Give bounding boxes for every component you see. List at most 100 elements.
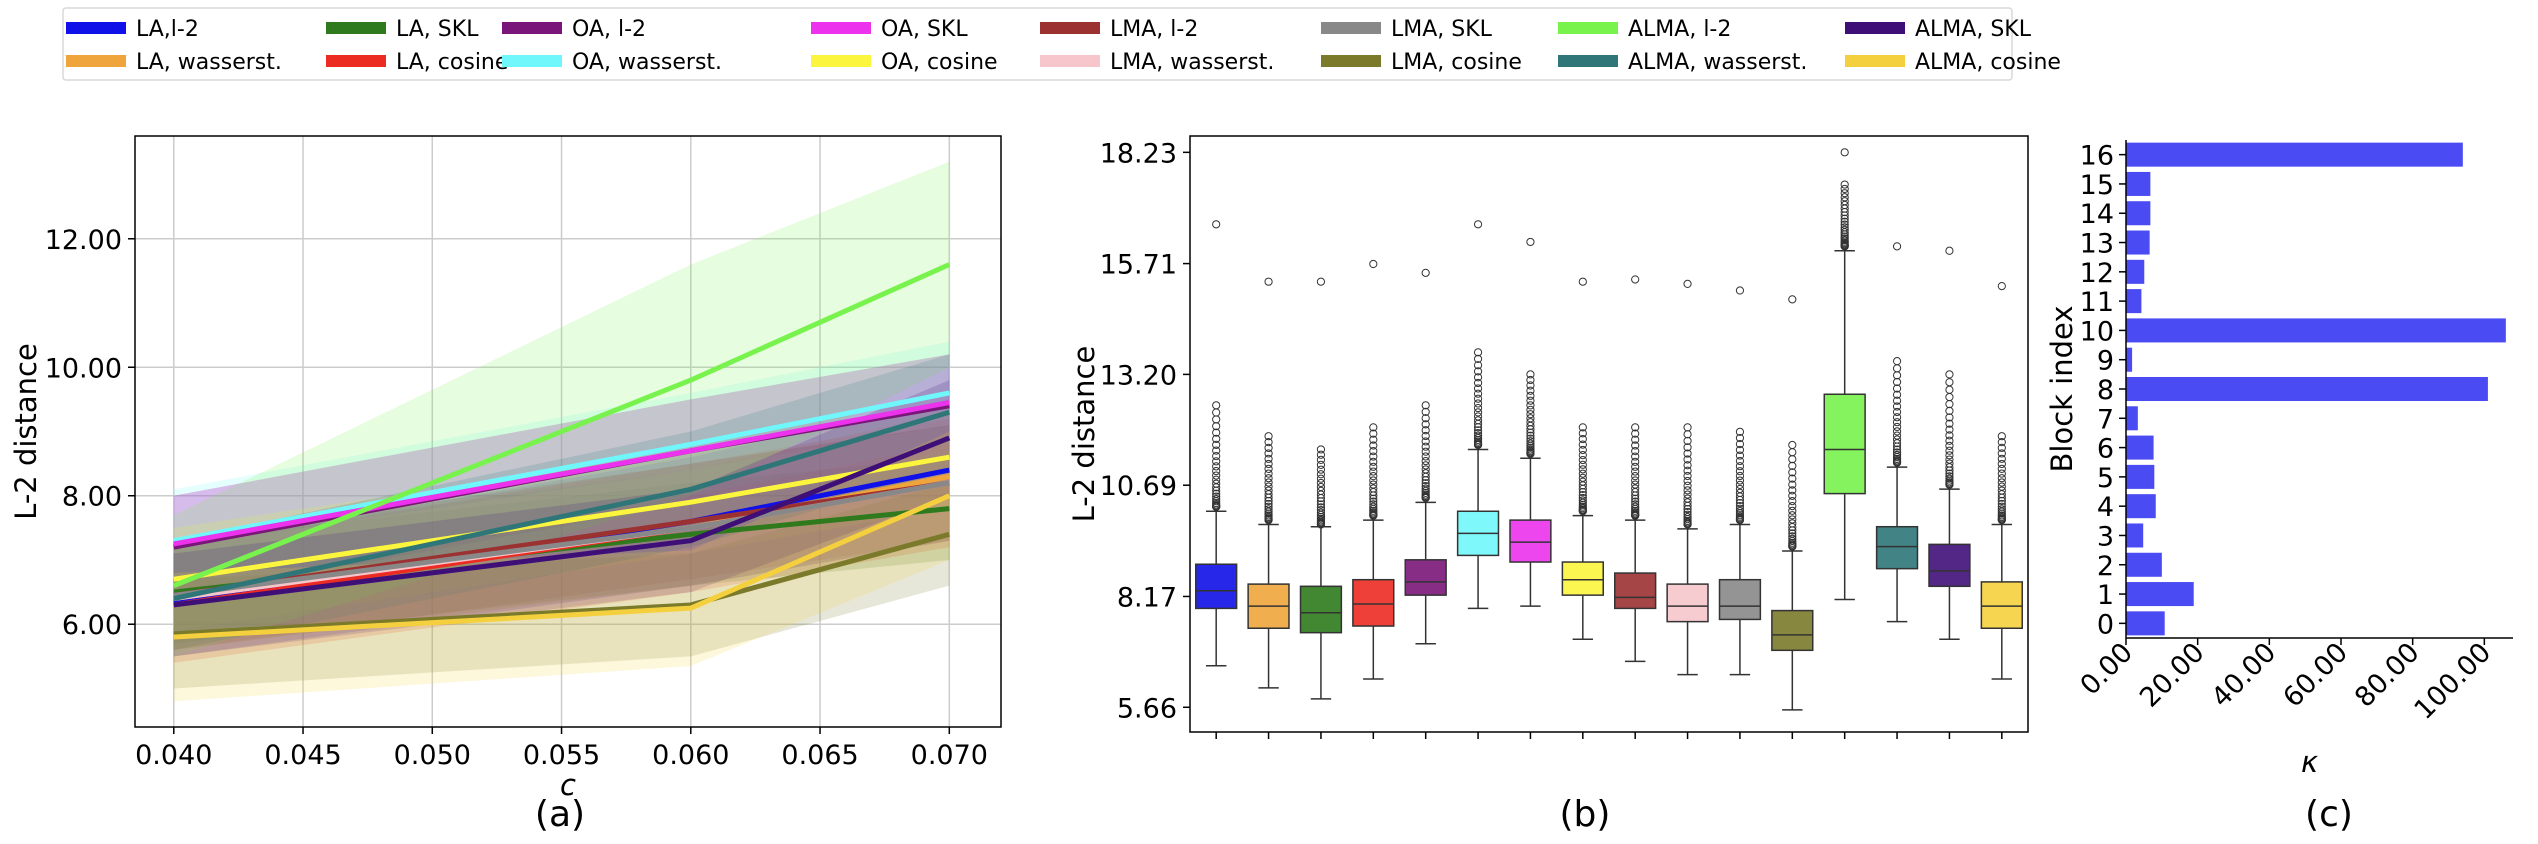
bar: [2126, 318, 2506, 343]
outlier-point: [1264, 277, 1273, 286]
outlier-point: [1316, 482, 1326, 492]
legend-label: LA, cosine: [396, 50, 508, 75]
x-tick-label: 20.00: [2134, 637, 2211, 714]
outlier-point: [1578, 277, 1587, 286]
plot-frame: [134, 135, 1002, 728]
outlier-point: [1631, 275, 1640, 284]
outlier-point: [1421, 465, 1430, 474]
outlier-point: [1631, 472, 1640, 481]
outlier-point: [1892, 364, 1902, 373]
outlier-point: [1212, 428, 1221, 437]
box: [1509, 519, 1552, 563]
box: [1875, 525, 1919, 570]
outlier-point: [1264, 443, 1273, 452]
outlier-point: [1473, 384, 1483, 393]
y-tick-label: 12.00: [45, 225, 122, 256]
outlier-point: [1421, 407, 1430, 416]
outlier-point: [1735, 451, 1745, 460]
outlier-point: [1212, 475, 1221, 484]
outlier-point: [1631, 494, 1640, 503]
outlier-point: [1735, 427, 1745, 436]
outlier-point: [1212, 462, 1221, 471]
series-line: [173, 531, 950, 637]
bar: [2126, 464, 2155, 489]
outlier-point: [1369, 484, 1378, 493]
outlier-point: [1264, 505, 1273, 514]
bar: [2126, 611, 2165, 636]
outlier-point: [1316, 450, 1326, 459]
legend-label: LMA, cosine: [1391, 50, 1522, 75]
outlier-point: [1735, 501, 1745, 511]
y-tick-label: 11: [2080, 287, 2114, 318]
outlier-point: [1945, 413, 1954, 422]
outlier-point: [1212, 446, 1221, 455]
outlier-point: [1473, 394, 1483, 403]
outlier-point: [1473, 426, 1483, 435]
outlier-point: [1840, 197, 1849, 206]
outlier-point: [1735, 467, 1745, 476]
x-tick-label: 60.00: [2277, 637, 2354, 714]
outlier-point: [1212, 401, 1221, 410]
outlier-point: [1421, 442, 1430, 451]
y-axis-label: Block index: [2045, 306, 2079, 473]
outlier-point: [1945, 431, 1954, 440]
legend-swatch: [1321, 55, 1381, 67]
box: [1614, 572, 1657, 610]
outlier-point: [1421, 431, 1430, 441]
y-axis-label: L-2 distance: [1067, 346, 1101, 523]
outlier-point: [1316, 277, 1326, 286]
outlier-point: [1840, 223, 1849, 232]
y-tick-label: 4: [2097, 492, 2114, 523]
legend-label: OA, SKL: [881, 17, 968, 42]
outlier-point: [1421, 420, 1430, 429]
outlier-point: [1840, 200, 1849, 210]
outlier-point: [1945, 441, 1954, 451]
outlier-point: [1997, 482, 2006, 491]
panel-label-b: (b): [1560, 794, 1611, 835]
outlier-point: [1945, 446, 1954, 455]
series-line: [173, 493, 951, 640]
x-tick-label: 40.00: [2206, 637, 2283, 714]
outlier-point: [1892, 242, 1902, 251]
series-line: [173, 480, 950, 598]
bar: [2126, 201, 2151, 226]
outlier-point: [1683, 461, 1692, 470]
outlier-point: [1631, 429, 1640, 438]
y-tick-label: 7: [2097, 404, 2114, 435]
bar: [2126, 230, 2150, 255]
outlier-point: [1316, 505, 1326, 515]
y-axis-label: L-2 distance: [9, 343, 43, 520]
legend-swatch: [1558, 55, 1618, 67]
outlier-point: [1473, 220, 1483, 229]
outlier-point: [1631, 447, 1640, 456]
y-tick-label: 10.00: [45, 353, 122, 384]
outlier-point: [1945, 455, 1954, 464]
outlier-point: [1892, 448, 1902, 457]
legend-swatch: [1040, 22, 1100, 34]
series-line: [172, 262, 951, 588]
outlier-point: [1997, 464, 2006, 474]
outlier-point: [1945, 469, 1954, 478]
outlier-point: [1316, 474, 1326, 483]
outlier-point: [1212, 479, 1221, 488]
y-tick-label: 15.71: [1100, 250, 1177, 281]
outlier-point: [1997, 499, 2006, 509]
x-tick-label: 100.00: [2409, 637, 2498, 726]
legend-label: ALMA, l-2: [1628, 17, 1731, 42]
legend-swatch: [1845, 55, 1905, 67]
outlier-point: [1578, 469, 1587, 478]
outlier-point: [1683, 443, 1692, 452]
box: [1980, 581, 2023, 630]
outlier-point: [1526, 401, 1535, 410]
outlier-point: [1212, 452, 1221, 461]
outlier-point: [1421, 469, 1430, 478]
outlier-point: [1945, 425, 1954, 434]
y-tick-label: 15: [2080, 170, 2114, 201]
outlier-point: [1788, 497, 1797, 506]
bar: [2126, 435, 2154, 460]
series-line: [173, 390, 950, 544]
outlier-point: [1578, 445, 1587, 455]
outlier-point: [1945, 370, 1954, 379]
outlier-point: [1945, 436, 1954, 445]
outlier-point: [1631, 441, 1640, 450]
